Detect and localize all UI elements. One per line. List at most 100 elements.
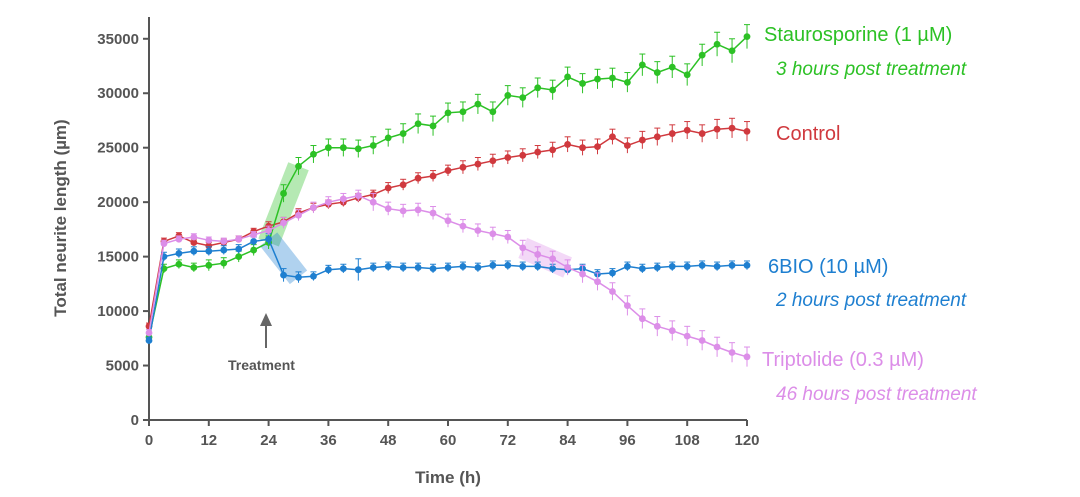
data-point xyxy=(265,235,272,243)
data-point xyxy=(594,278,601,286)
data-point xyxy=(713,125,721,133)
data-point xyxy=(175,235,183,243)
data-point xyxy=(414,174,422,182)
data-point xyxy=(399,130,407,137)
data-point xyxy=(459,163,467,171)
data-point xyxy=(698,51,706,59)
data-point xyxy=(519,244,527,252)
data-point xyxy=(444,217,452,225)
treatment-annotation: Treatment xyxy=(228,313,295,373)
x-tick-label: 36 xyxy=(320,432,337,449)
data-point xyxy=(504,154,512,161)
x-tick-label: 60 xyxy=(440,432,457,449)
data-point xyxy=(489,261,497,269)
data-point xyxy=(250,237,258,245)
data-point xyxy=(609,74,616,82)
treatment-label: Treatment xyxy=(228,357,295,373)
y-tick-label: 10000 xyxy=(97,303,139,320)
data-point xyxy=(683,126,691,134)
data-point xyxy=(220,259,228,267)
data-point xyxy=(638,136,646,144)
data-point xyxy=(579,270,586,278)
data-point xyxy=(399,264,407,271)
data-point xyxy=(698,337,706,344)
data-point xyxy=(743,127,751,135)
data-point xyxy=(683,71,691,79)
axis-titles: Time (h) Total neurite length (µm) xyxy=(51,119,481,487)
legend-triptolide-name: Triptolide (0.3 µM) xyxy=(762,349,924,371)
data-point xyxy=(459,222,467,230)
data-point xyxy=(519,94,527,101)
legend-control-name: Control xyxy=(776,123,840,145)
data-point xyxy=(474,264,482,271)
data-point xyxy=(220,246,228,254)
treatment-arrow-head xyxy=(260,313,272,326)
x-tick-label: 24 xyxy=(260,432,277,449)
data-point xyxy=(145,329,153,337)
data-point xyxy=(489,108,497,116)
y-tick-label: 0 xyxy=(131,412,139,429)
data-point xyxy=(594,143,601,151)
data-point xyxy=(310,204,317,212)
x-tick-label: 120 xyxy=(734,432,759,449)
data-point xyxy=(534,251,542,258)
data-point xyxy=(295,273,302,281)
data-point xyxy=(265,227,272,234)
data-point xyxy=(369,264,377,271)
data-point xyxy=(549,265,557,273)
data-point xyxy=(549,146,557,154)
data-point xyxy=(280,271,287,279)
data-point xyxy=(399,181,407,189)
data-point xyxy=(190,264,198,271)
data-point xyxy=(504,261,512,269)
data-point xyxy=(549,86,557,94)
legend: Staurosporine (1 µM) 3 hours post treatm… xyxy=(762,24,977,405)
data-point xyxy=(429,265,437,273)
data-point xyxy=(653,322,661,330)
data-point xyxy=(235,245,243,253)
data-point xyxy=(175,260,183,268)
x-tick-label: 72 xyxy=(499,432,516,449)
data-point xyxy=(698,130,706,137)
data-point xyxy=(698,261,706,269)
data-point xyxy=(713,263,721,270)
series-3 xyxy=(145,189,751,367)
data-point xyxy=(399,207,407,215)
data-point xyxy=(609,288,616,295)
legend-staurosporine-name: Staurosporine (1 µM) xyxy=(764,24,952,46)
data-point xyxy=(683,332,691,340)
y-tick-label: 25000 xyxy=(97,140,139,157)
data-point xyxy=(728,124,736,132)
data-point xyxy=(384,184,392,192)
data-point xyxy=(519,263,527,270)
data-point xyxy=(205,242,213,250)
x-tick-label: 96 xyxy=(619,432,636,449)
data-point xyxy=(609,133,616,141)
highlight-band-2 xyxy=(259,232,308,285)
highlight-band-1 xyxy=(258,162,309,247)
data-point xyxy=(624,263,631,270)
data-point xyxy=(325,144,332,152)
data-point xyxy=(609,269,616,277)
data-point xyxy=(668,63,676,71)
data-point xyxy=(235,253,243,261)
y-tick-label: 35000 xyxy=(97,31,139,48)
legend-6bio-name: 6BIO (10 µM) xyxy=(768,256,888,278)
data-point xyxy=(354,192,362,200)
data-point xyxy=(504,92,512,99)
data-point xyxy=(354,266,362,274)
data-point xyxy=(369,142,377,149)
data-point xyxy=(310,150,317,158)
data-point xyxy=(579,144,586,152)
data-point xyxy=(235,235,243,243)
data-point xyxy=(504,233,512,241)
x-tick-label: 48 xyxy=(380,432,397,449)
series-1 xyxy=(145,24,751,341)
data-point xyxy=(579,80,586,87)
data-point xyxy=(624,78,631,86)
data-point xyxy=(414,264,422,271)
data-point xyxy=(489,230,497,238)
data-point xyxy=(444,167,452,174)
data-point xyxy=(594,75,601,83)
